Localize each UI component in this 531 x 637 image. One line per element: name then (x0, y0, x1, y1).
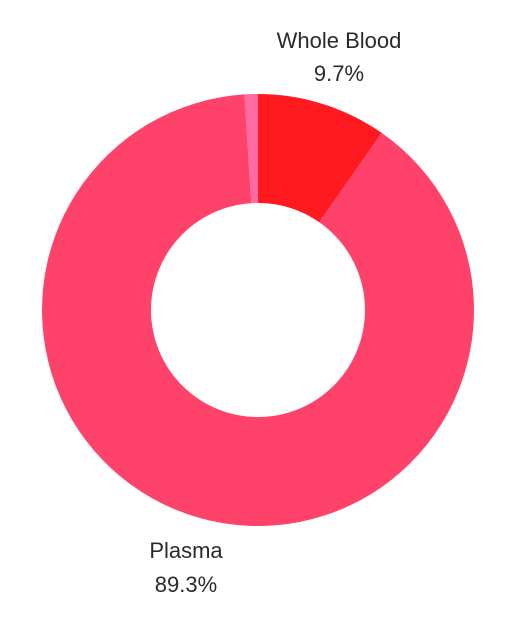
slice-label-plasma-percent: 89.3% (155, 572, 217, 597)
donut-hole (151, 203, 365, 417)
slice-label-whole-blood-percent: 9.7% (314, 61, 364, 86)
label-plasma: Plasma 89.3% (149, 538, 223, 597)
slice-label-plasma-name: Plasma (149, 538, 223, 563)
slice-label-whole-blood-name: Whole Blood (277, 28, 402, 53)
label-whole-blood: Whole Blood 9.7% (277, 28, 402, 86)
